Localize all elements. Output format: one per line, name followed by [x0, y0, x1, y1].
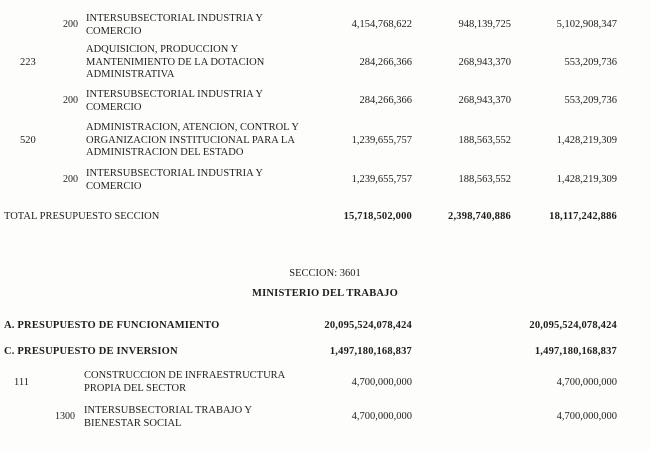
row-description: ADMINISTRACION, ATENCION, CONTROL Y ORGAN…: [86, 122, 299, 160]
desc-line: BIENESTAR SOCIAL: [84, 417, 182, 429]
desc-line: ADMINISTRACION, ATENCION, CONTROL Y: [86, 122, 300, 133]
subprogram-code: 200: [63, 19, 78, 30]
desc-line: PROPIA DEL SECTOR: [84, 382, 187, 394]
row-description: ADQUISICION, PRODUCCION Y MANTENIMIENTO D…: [86, 44, 264, 82]
desc-line: ADMINISTRACION DEL ESTADO: [86, 147, 244, 158]
row-description: INTERSUBSECTORIAL INDUSTRIA Y COMERCIO: [86, 13, 263, 38]
value-col1: 4,700,000,000: [351, 377, 412, 388]
value-col1: 4,700,000,000: [351, 411, 412, 422]
value-col2: 268,943,370: [458, 57, 512, 68]
total-col3: 18,117,242,886: [549, 211, 617, 222]
desc-line: INTERSUBSECTORIAL INDUSTRIA Y: [86, 168, 263, 179]
section-name: MINISTERIO DEL TRABAJO: [252, 288, 398, 299]
value-col3: 4,700,000,000: [556, 411, 617, 422]
program-code: 223: [20, 57, 36, 68]
program-code: 111: [14, 377, 29, 388]
row-description: INTERSUBSECTORIAL INDUSTRIA Y COMERCIO: [86, 89, 263, 114]
total-col1: 15,718,502,000: [343, 211, 412, 222]
value-col1: 1,239,655,757: [351, 135, 412, 146]
value-col2: 188,563,552: [458, 135, 512, 146]
value-col3: 1,428,219,309: [556, 135, 617, 146]
value-col3: 553,209,736: [564, 95, 618, 106]
value-col3: 1,428,219,309: [556, 174, 617, 185]
value-col1: 1,239,655,757: [351, 174, 412, 185]
desc-line: INTERSUBSECTORIAL INDUSTRIA Y: [86, 89, 263, 100]
row-description: CONSTRUCCION DE INFRAESTRUCTURA PROPIA DE…: [84, 370, 285, 395]
summary-col1: 1,497,180,168,837: [329, 346, 412, 357]
total-col2: 2,398,740,886: [448, 211, 511, 222]
value-col2: 188,563,552: [458, 174, 512, 185]
desc-line: ADQUISICION, PRODUCCION Y: [86, 44, 239, 55]
summary-col1: 20,095,524,078,424: [324, 320, 412, 331]
summary-col3: 20,095,524,078,424: [529, 320, 617, 331]
desc-line: COMERCIO: [86, 25, 142, 37]
subprogram-code: 1300: [55, 411, 75, 422]
value-col1: 284,266,366: [359, 95, 413, 106]
row-description: INTERSUBSECTORIAL INDUSTRIA Y COMERCIO: [86, 168, 263, 193]
value-col1: 4,154,768,622: [351, 19, 412, 30]
value-col2: 948,139,725: [458, 19, 512, 30]
desc-line: INTERSUBSECTORIAL TRABAJO Y: [84, 405, 253, 416]
summary-label: C. PRESUPUESTO DE INVERSION: [4, 346, 178, 357]
desc-line: COMERCIO: [86, 101, 142, 113]
program-code: 520: [20, 135, 36, 146]
total-label: TOTAL PRESUPUESTO SECCION: [4, 211, 160, 222]
row-description: INTERSUBSECTORIAL TRABAJO Y BIENESTAR SOC…: [84, 405, 252, 430]
value-col3: 4,700,000,000: [556, 377, 617, 388]
subprogram-code: 200: [63, 174, 78, 185]
desc-line: COMERCIO: [86, 180, 142, 192]
desc-line: INTERSUBSECTORIAL INDUSTRIA Y: [86, 13, 263, 24]
subprogram-code: 200: [63, 95, 78, 106]
value-col2: 268,943,370: [458, 95, 512, 106]
value-col3: 553,209,736: [564, 57, 618, 68]
summary-label: A. PRESUPUESTO DE FUNCIONAMIENTO: [4, 320, 220, 331]
desc-line: ORGANIZACION INSTITUCIONAL PARA LA: [86, 134, 295, 146]
value-col1: 284,266,366: [359, 57, 413, 68]
desc-line: CONSTRUCCION DE INFRAESTRUCTURA: [84, 370, 286, 381]
value-col3: 5,102,908,347: [556, 19, 617, 30]
desc-line: MANTENIMIENTO DE LA DOTACION: [86, 56, 265, 68]
desc-line: ADMINISTRATIVA: [86, 69, 175, 80]
section-code: SECCION: 3601: [289, 268, 361, 279]
summary-col3: 1,497,180,168,837: [534, 346, 617, 357]
